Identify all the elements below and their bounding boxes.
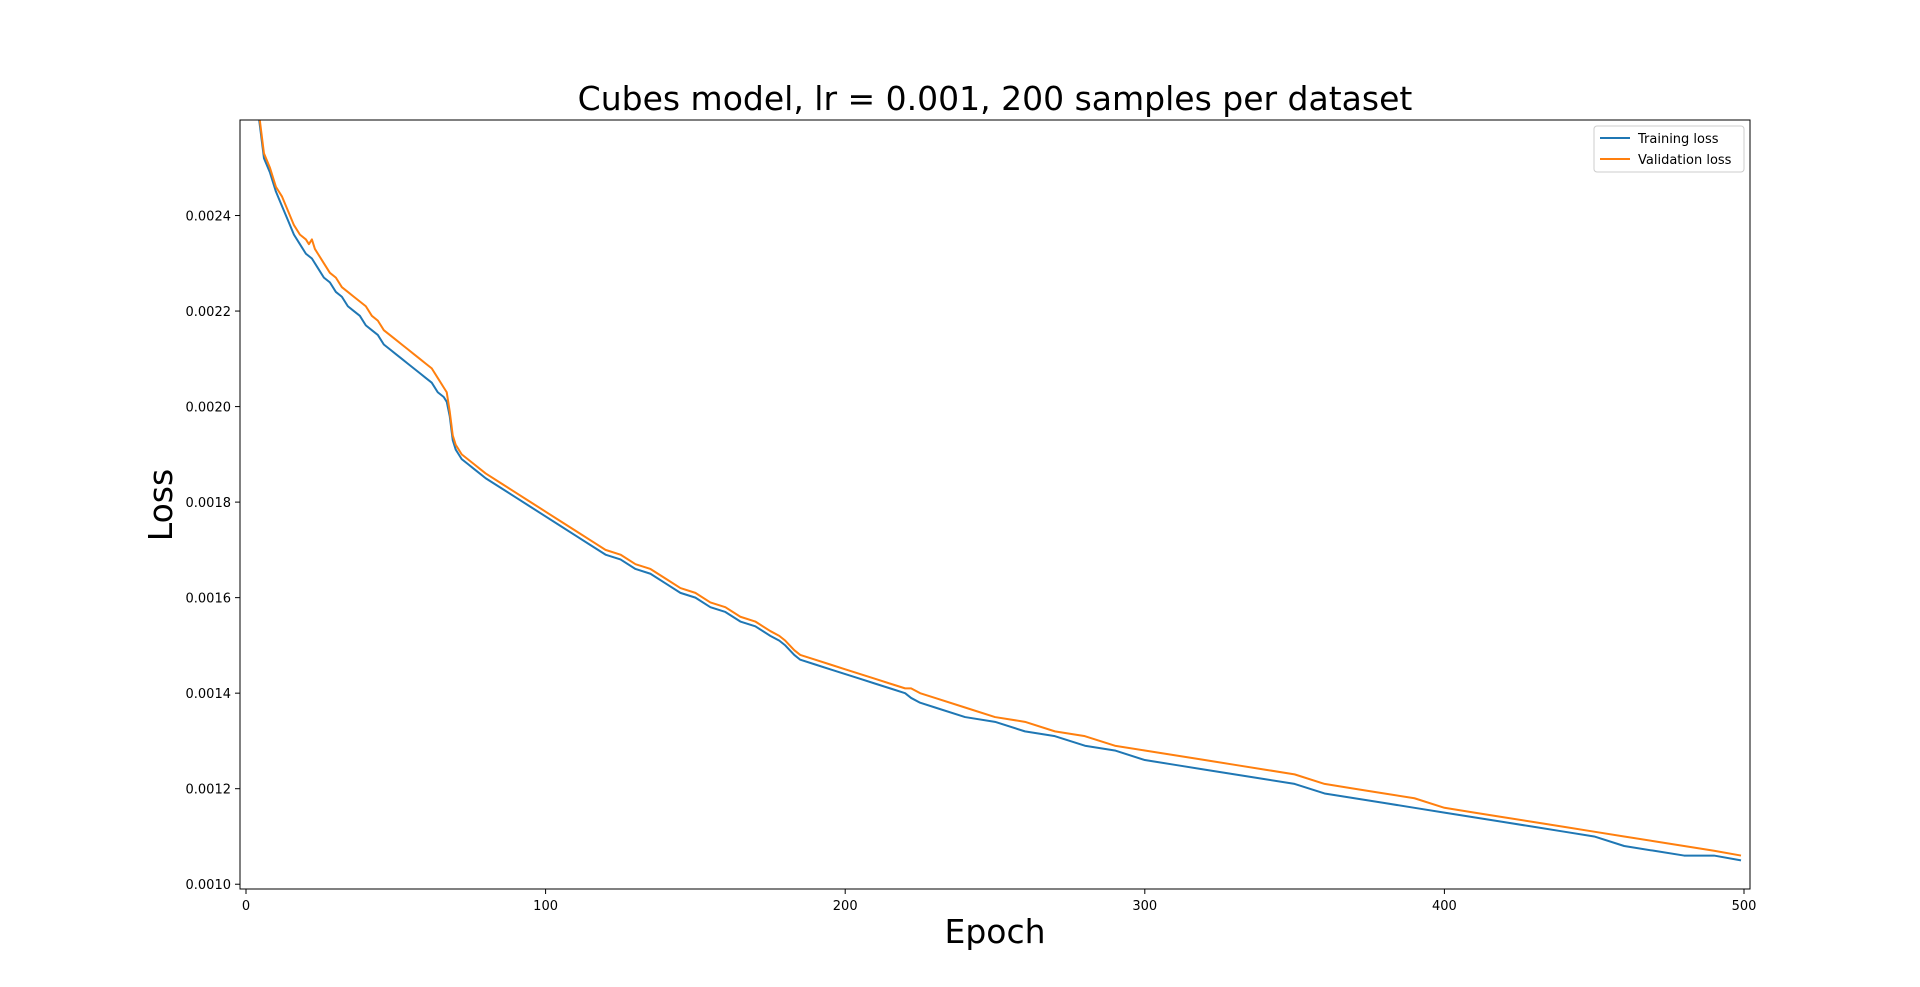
plot-frame — [239, 119, 1751, 890]
y-tick-label: 0.0018 — [186, 496, 232, 511]
x-tick-label: 400 — [1432, 899, 1457, 914]
x-axis-ticks: 0 100 200 300 400 500 — [242, 889, 1757, 914]
series-layer — [258, 120, 1742, 862]
legend-label: Validation loss — [1638, 153, 1732, 168]
plot-area — [240, 120, 1750, 889]
x-tick-label: 0 — [242, 899, 250, 914]
y-tick-label: 0.0016 — [186, 592, 232, 607]
legend-label: Training loss — [1637, 132, 1719, 147]
x-axis-label: Epoch — [944, 912, 1045, 951]
chart-title: Cubes model, lr = 0.001, 200 samples per… — [578, 79, 1413, 118]
x-tick-label: 100 — [533, 899, 558, 914]
y-tick-label: 0.0012 — [186, 783, 232, 798]
y-axis-label: Loss — [141, 469, 180, 541]
y-axis-ticks: 0.0010 0.0012 0.0014 0.0016 0.0018 0.0020 0.00… — [186, 210, 240, 893]
series-line-training-loss — [258, 120, 1742, 862]
legend: Training loss Validation loss — [1593, 125, 1745, 173]
y-tick-label: 0.0014 — [186, 687, 232, 702]
y-tick-label: 0.0020 — [186, 401, 232, 416]
y-tick-label: 0.0022 — [186, 305, 232, 320]
x-tick-label: 500 — [1732, 899, 1757, 914]
x-tick-label: 300 — [1132, 899, 1157, 914]
x-tick-label: 200 — [833, 899, 858, 914]
y-tick-label: 0.0010 — [186, 878, 232, 893]
series-line-validation-loss — [258, 120, 1742, 857]
y-tick-label: 0.0024 — [186, 210, 232, 225]
legend-box — [1593, 125, 1745, 173]
